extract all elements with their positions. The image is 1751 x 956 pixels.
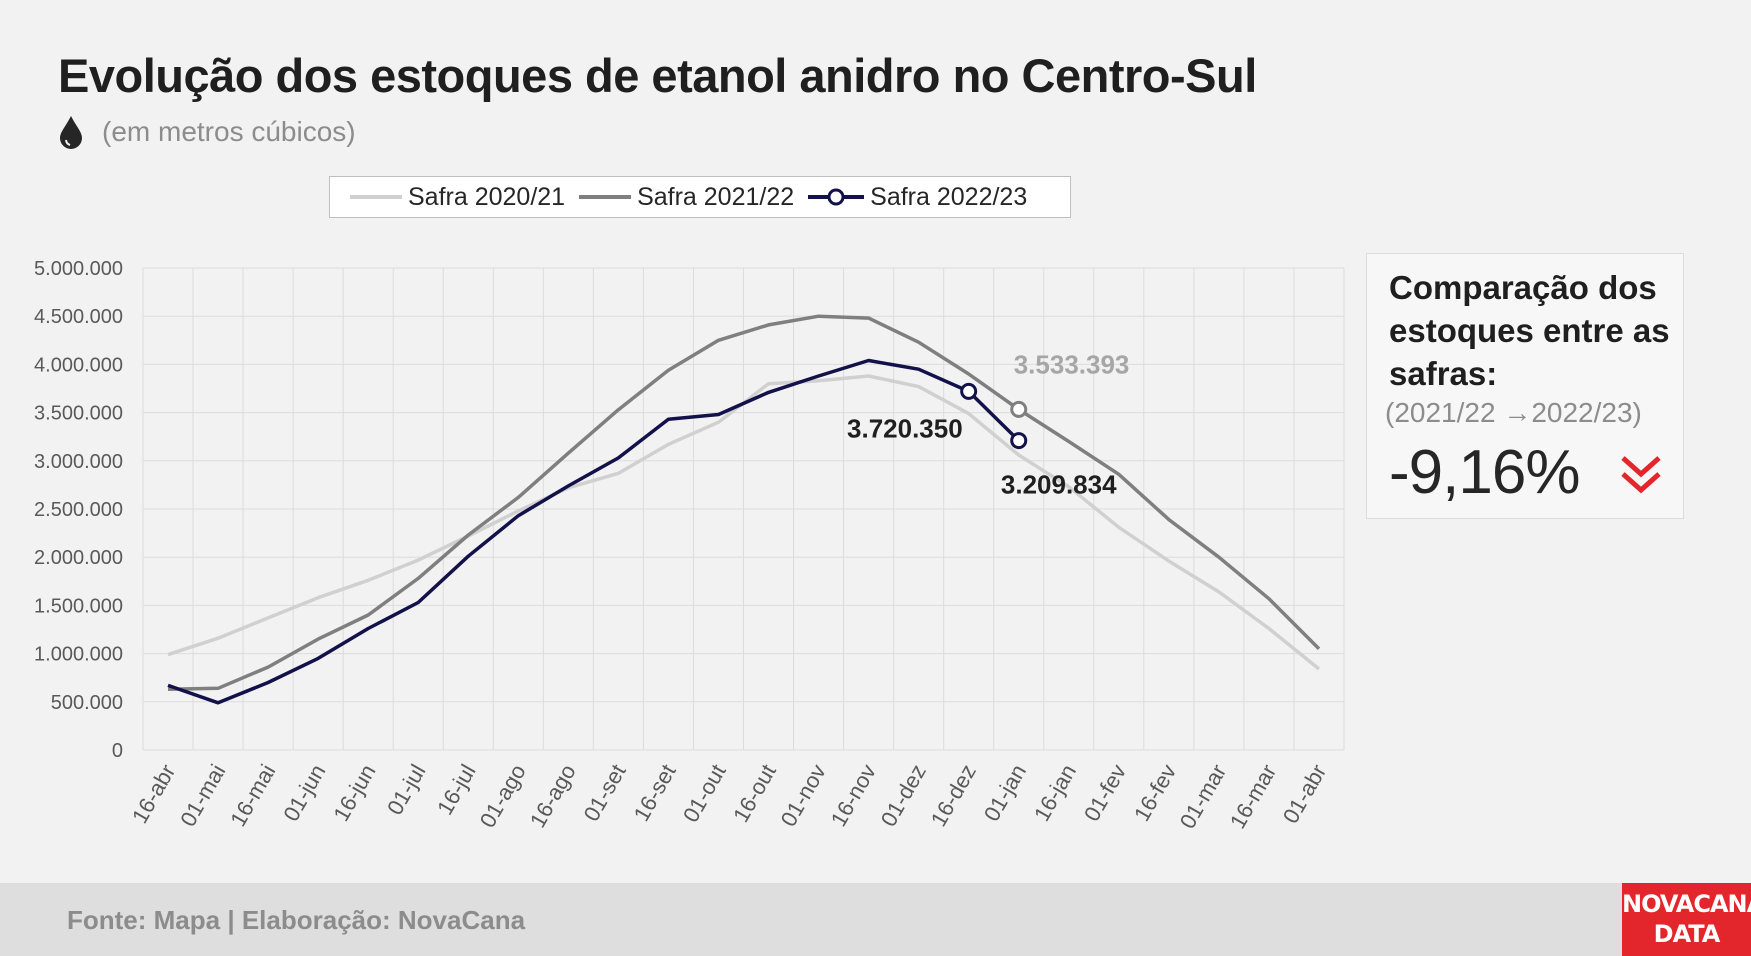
legend-item-2021-22: Safra 2021/22: [579, 183, 794, 212]
x-tick-label: 16-ago: [525, 760, 581, 832]
comparison-period: (2021/22 →2022/23): [1385, 397, 1642, 428]
legend-item-2020-21: Safra 2020/21: [350, 183, 565, 212]
x-tick-label: 01-jan: [979, 760, 1031, 825]
annotation-marker: [1010, 400, 1028, 418]
legend-swatch-2021-22: [579, 195, 632, 199]
x-tick-label: 16-nov: [826, 760, 881, 831]
line-chart: 0 500.000 1.000.000 1.500.000 2.000.000 2.500…: [34, 258, 1345, 833]
y-tick-label: 3.000.000: [34, 451, 123, 473]
logo-line-2: DATA: [1653, 920, 1721, 948]
drop-icon: [60, 116, 82, 149]
annotation-marker: [960, 382, 978, 400]
double-chevron-down-icon: [1621, 456, 1661, 494]
x-tick-label: 01-out: [678, 760, 731, 827]
chart-grid: [142, 267, 1345, 751]
y-tick-label: 3.500.000: [34, 403, 123, 425]
chart-annotations: 3.533.393 3.720.350 3.209.834: [847, 349, 1129, 499]
y-tick-label: 2.500.000: [34, 499, 123, 521]
x-tick-label: 16-mar: [1225, 760, 1281, 833]
legend-label-2022-23: Safra 2022/23: [870, 182, 1028, 211]
annotation-label: 3.209.834: [1001, 470, 1117, 500]
x-tick-label: 16-abr: [127, 760, 180, 828]
x-tick-label: 01-mai: [175, 760, 230, 831]
y-tick-label: 2.000.000: [34, 547, 123, 569]
comparison-heading: Comparação dos estoques entre as safras:: [1389, 269, 1670, 392]
x-tick-label: 01-dez: [876, 760, 931, 831]
x-tick-label: 01-ago: [475, 760, 531, 832]
legend-item-2022-23: Safra 2022/23: [808, 183, 1027, 212]
y-tick-label: 4.500.000: [34, 306, 123, 328]
x-tick-label: 16-set: [629, 760, 681, 825]
y-tick-label: 1.000.000: [34, 644, 123, 666]
legend-swatch-2020-21: [350, 195, 402, 199]
novacana-data-logo: NOVACANA DATA: [1622, 883, 1751, 956]
annotation-marker: [1010, 432, 1028, 450]
x-tick-label: 16-dez: [926, 760, 981, 831]
y-tick-label: 1.500.000: [34, 595, 123, 617]
chart-subtitle: (em metros cúbicos): [102, 116, 356, 147]
legend-label-2021-22: Safra 2021/22: [637, 182, 795, 211]
x-tick-label: 01-fev: [1079, 760, 1131, 825]
chart-title: Evolução dos estoques de etanol anidro n…: [58, 49, 1257, 102]
x-tick-label: 01-mar: [1175, 760, 1231, 833]
logo-line-1: NOVACANA: [1622, 890, 1751, 918]
chart-legend: Safra 2020/21 Safra 2021/22 Safra 2022/2…: [329, 176, 1071, 218]
y-tick-label: 500.000: [51, 692, 123, 714]
annotation-label: 3.720.350: [847, 413, 963, 443]
x-tick-label: 16-out: [728, 760, 781, 827]
y-tick-label: 0: [112, 740, 123, 762]
series-line-2022-23: [167, 358, 1020, 705]
x-tick-label: 16-fev: [1129, 760, 1181, 825]
x-tick-label: 01-set: [578, 760, 630, 825]
comparison-panel: Comparação dos estoques entre as safras:…: [1366, 253, 1684, 519]
x-tick-label: 16-mai: [225, 760, 280, 831]
x-tick-label: 16-jul: [432, 760, 481, 819]
x-tick-label: 16-jan: [1029, 760, 1081, 825]
annotation-label: 3.533.393: [1014, 349, 1130, 379]
x-tick-label: 01-jun: [278, 760, 330, 825]
chart-series: [167, 314, 1321, 705]
series-line-2021-22: [167, 314, 1321, 692]
y-axis-ticks: 0 500.000 1.000.000 1.500.000 2.000.000 2.500…: [34, 258, 123, 762]
x-tick-label: 01-nov: [776, 760, 831, 831]
x-tick-label: 01-abr: [1278, 760, 1331, 828]
subtitle-row: (em metros cúbicos): [58, 114, 356, 150]
source-credit: Fonte: Mapa | Elaboração: NovaCana: [67, 905, 526, 935]
y-tick-label: 5.000.000: [34, 258, 123, 280]
footer: Fonte: Mapa | Elaboração: NovaCana NOVAC…: [0, 883, 1751, 956]
comparison-value: -9,16%: [1389, 438, 1580, 507]
x-tick-label: 16-jun: [328, 760, 380, 825]
y-tick-label: 4.000.000: [34, 354, 123, 376]
legend-swatch-2022-23: [808, 188, 865, 206]
x-tick-label: 01-jul: [382, 760, 431, 819]
legend-label-2020-21: Safra 2020/21: [408, 182, 566, 211]
